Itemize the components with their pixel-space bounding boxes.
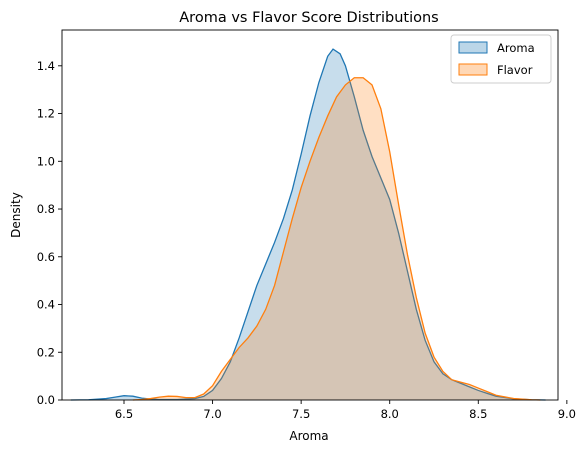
y-tick-label: 0.4	[37, 298, 55, 312]
density-area-flavor	[132, 77, 541, 401]
y-tick-label: 0.6	[37, 250, 55, 264]
legend-swatch-aroma	[458, 41, 488, 54]
legend: Aroma Flavor	[450, 34, 552, 84]
y-tick-label: 1.0	[37, 154, 55, 168]
density-area-aroma	[70, 49, 546, 400]
y-tick-label: 1.4	[37, 59, 55, 73]
series-layer	[70, 48, 546, 401]
y-tick-label: 0.2	[37, 345, 55, 359]
density-line-flavor	[132, 77, 541, 401]
legend-label-flavor: Flavor	[497, 63, 533, 77]
x-axis-label: Aroma	[289, 429, 328, 443]
x-axis-ticks: 6.5 7.0 7.5 8.0 8.5 9.0	[115, 400, 576, 421]
plot-area	[70, 48, 546, 401]
chart-title: Aroma vs Flavor Score Distributions	[179, 10, 438, 26]
x-tick-label: 7.5	[292, 407, 310, 421]
y-axis-ticks: 0.0 0.2 0.4 0.6 0.8 1.0 1.2 1.4	[37, 59, 62, 407]
y-axis-label: Density	[9, 192, 23, 238]
x-tick-label: 6.5	[115, 407, 133, 421]
legend-label-aroma: Aroma	[497, 41, 535, 55]
y-tick-label: 1.2	[37, 107, 55, 121]
y-tick-label: 0.8	[37, 202, 55, 216]
legend-box	[450, 34, 552, 84]
x-tick-label: 8.0	[381, 407, 399, 421]
legend-swatch-flavor	[458, 63, 488, 76]
y-tick-label: 0.0	[37, 393, 55, 407]
x-tick-label: 9.0	[558, 407, 576, 421]
x-tick-label: 7.0	[203, 407, 221, 421]
plot-frame	[61, 29, 559, 401]
x-tick-label: 8.5	[469, 407, 487, 421]
